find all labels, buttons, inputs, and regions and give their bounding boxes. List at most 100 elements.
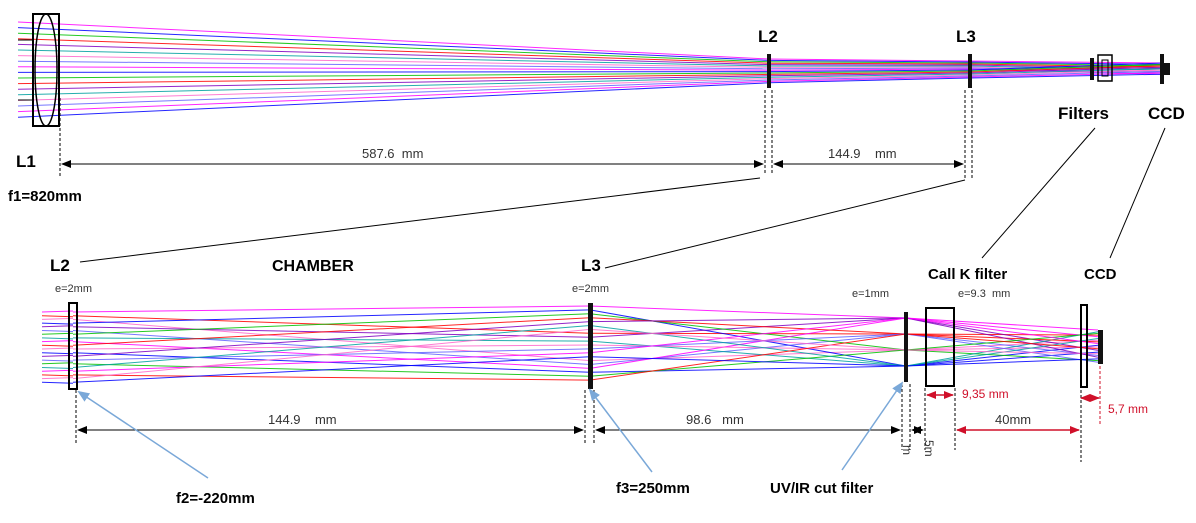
- dim-call-k-width: 9,35 mm: [962, 387, 1009, 401]
- ray: [41, 369, 74, 372]
- ray: [41, 340, 74, 343]
- lens-l1: [18, 13, 60, 127]
- leader-f3: [588, 388, 653, 473]
- ccd-detail: [1080, 304, 1103, 388]
- ray: [589, 333, 907, 365]
- ray: [17, 71, 770, 73]
- ray: [905, 317, 1099, 338]
- ray: [589, 325, 907, 367]
- ray: [17, 27, 770, 61]
- ray: [768, 69, 971, 73]
- ray: [905, 317, 1099, 331]
- lens-l3: [968, 54, 972, 88]
- ray: [72, 321, 591, 357]
- ray: [589, 365, 907, 373]
- label-filters: Filters: [1058, 104, 1109, 123]
- ray: [969, 73, 1163, 79]
- ray: [72, 309, 591, 324]
- label-ccd-top: CCD: [1148, 104, 1185, 123]
- ray: [41, 322, 74, 325]
- ray: [41, 377, 74, 380]
- ray: [589, 333, 907, 350]
- ray: [768, 61, 971, 64]
- ray: [768, 77, 971, 84]
- ray: [72, 325, 591, 368]
- ray: [17, 73, 770, 85]
- ray: [41, 362, 74, 365]
- ray: [589, 340, 907, 367]
- ray: [41, 359, 74, 362]
- ray: [72, 305, 591, 313]
- ray: [72, 328, 591, 380]
- label-f3: f3=250mm: [616, 480, 690, 497]
- ray: [41, 367, 74, 369]
- ray: [768, 68, 971, 71]
- ray: [969, 69, 1163, 76]
- ray: [589, 305, 907, 319]
- ray: [17, 79, 770, 107]
- ray: [41, 352, 74, 355]
- ray: [768, 76, 971, 82]
- ray: [905, 333, 1099, 350]
- ray: [41, 347, 74, 350]
- label-chamber: CHAMBER: [272, 258, 354, 275]
- ray: [905, 333, 1099, 356]
- ray: [768, 75, 971, 81]
- ray: [589, 317, 907, 354]
- ray: [905, 317, 1099, 351]
- ray: [41, 337, 74, 340]
- label-l3-top: L3: [956, 27, 976, 46]
- ray: [768, 70, 971, 74]
- ray: [72, 374, 591, 381]
- dim-l1-l2: 587.6 mm: [362, 146, 423, 161]
- ray: [905, 358, 1099, 367]
- ray: [969, 62, 1163, 71]
- thickness-call-k: e=9.3 mm: [958, 288, 1010, 300]
- ray: [41, 317, 74, 320]
- label-f1: f1=820mm: [8, 188, 82, 205]
- dim-l2-l3-top: 144.9 mm: [828, 146, 897, 161]
- ray: [905, 349, 1099, 362]
- ray: [905, 333, 1099, 363]
- ray: [589, 317, 907, 338]
- ray: [17, 76, 770, 96]
- ray: [969, 60, 1163, 64]
- top-view: 587.6 mm 144.9 mm L1 f1=820mm L2 L3 Filt…: [8, 13, 1185, 205]
- dim-ccd-width: 5,7 mm: [1108, 402, 1148, 416]
- uv-ir-filter: [904, 312, 908, 382]
- dim-uvir-gap: 5m: [922, 440, 936, 457]
- ray: [41, 332, 74, 335]
- leader-f2: [77, 390, 209, 479]
- ray: [905, 317, 1099, 358]
- ray: [72, 352, 591, 372]
- ray: [17, 80, 770, 113]
- ray: [905, 317, 1099, 345]
- ray: [589, 333, 907, 381]
- ray: [72, 313, 591, 335]
- label-call-k-filter: Call K filter: [928, 266, 1007, 283]
- ray: [768, 58, 971, 62]
- ray: [969, 66, 1163, 74]
- lens-l2: [767, 54, 771, 88]
- label-uv-ir-filter: UV/IR cut filter: [770, 480, 874, 497]
- ray: [768, 62, 971, 65]
- lens-l3-detail: [588, 303, 593, 389]
- thickness-l2: e=2mm: [55, 283, 92, 295]
- ray: [589, 317, 907, 335]
- ray: [969, 70, 1163, 77]
- ray: [17, 38, 770, 64]
- ray: [589, 328, 907, 351]
- ray: [589, 349, 907, 377]
- thickness-l3: e=2mm: [572, 283, 609, 295]
- ccd-top: [1160, 54, 1170, 84]
- ray: [17, 66, 770, 71]
- dim-filter-ccd: 40mm: [995, 412, 1031, 427]
- filters-block: [1090, 54, 1113, 82]
- ray: [17, 32, 770, 63]
- zoom-connectors: [79, 127, 1166, 269]
- label-l3-bottom: L3: [581, 256, 601, 275]
- ray: [969, 65, 1163, 73]
- ray: [17, 55, 770, 68]
- ray: [768, 67, 971, 70]
- top-ray-fan: [17, 21, 1163, 118]
